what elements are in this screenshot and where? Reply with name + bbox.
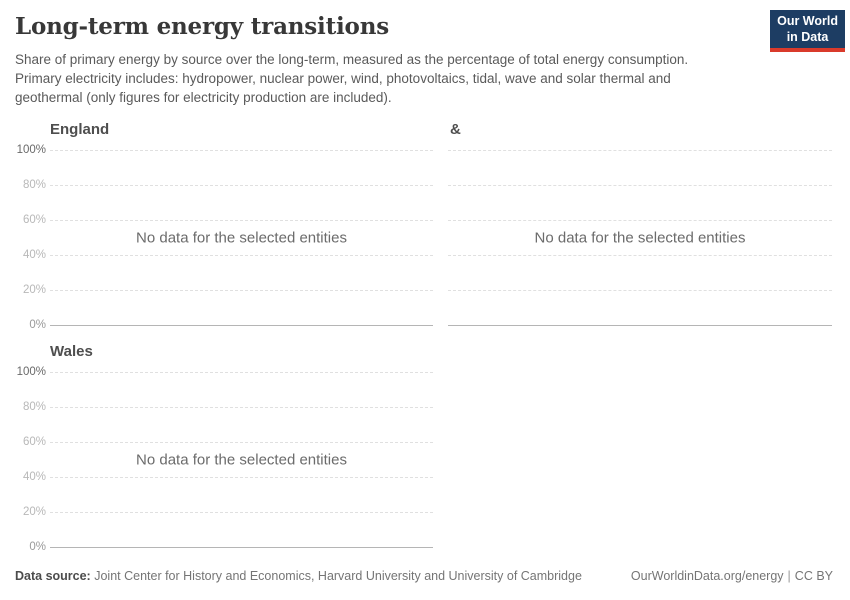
gridline (50, 477, 433, 478)
owid-logo-line2: in Data (786, 29, 829, 44)
no-data-message-wales: No data for the selected entities (136, 451, 347, 468)
y-tick-label: 0% (29, 541, 46, 553)
y-tick-label: 100% (16, 144, 46, 156)
cc-by-link[interactable]: CC BY (794, 569, 833, 583)
x-axis-line (50, 547, 433, 548)
datasource-link[interactable]: Joint Center for History and Economics, … (94, 569, 582, 583)
footer-datasource: Data source: Joint Center for History an… (15, 569, 582, 583)
gridline (50, 220, 433, 221)
y-tick-label: 80% (22, 401, 46, 413)
owid-logo-line1: Our World (777, 14, 838, 28)
y-tick-label: 40% (22, 471, 46, 483)
x-axis-line (50, 325, 433, 326)
x-axis-line (448, 325, 832, 326)
gridline (448, 255, 832, 256)
gridline (50, 150, 433, 151)
y-tick-label: 60% (22, 214, 46, 226)
gridline (50, 407, 433, 408)
gridline (50, 255, 433, 256)
y-tick-label: 20% (22, 506, 46, 518)
gridline (448, 220, 832, 221)
y-axis-england: 100% 80% 60% 40% 20% 0% (0, 144, 46, 331)
gridline (50, 442, 433, 443)
facet-title-ampersand: & (450, 121, 461, 138)
y-tick-label: 100% (16, 366, 46, 378)
no-data-message-ampersand: No data for the selected entities (534, 229, 746, 246)
y-tick-label: 60% (22, 436, 46, 448)
plot-area-ampersand: No data for the selected entities (448, 150, 832, 326)
datasource-label: Data source: (15, 569, 91, 583)
y-tick-label: 40% (22, 249, 46, 261)
y-axis-wales: 100% 80% 60% 40% 20% 0% (0, 366, 46, 553)
y-tick-label: 80% (22, 179, 46, 191)
gridline (448, 290, 832, 291)
y-tick-label: 0% (29, 319, 46, 331)
no-data-message-england: No data for the selected entities (136, 229, 347, 246)
gridline (448, 185, 832, 186)
page-title: Long-term energy transitions (15, 13, 389, 40)
chart-subtitle: Share of primary energy by source over t… (15, 52, 689, 105)
owid-logo[interactable]: Our World in Data (770, 10, 845, 52)
footer-attribution: OurWorldinData.org/energy | CC BY (631, 569, 833, 583)
y-tick-label: 20% (22, 284, 46, 296)
footer-separator: | (787, 569, 791, 583)
gridline (50, 512, 433, 513)
gridline (50, 372, 433, 373)
plot-area-england: No data for the selected entities (50, 150, 433, 326)
facet-title-wales: Wales (50, 343, 93, 360)
owid-url-link[interactable]: OurWorldinData.org/energy (630, 569, 784, 583)
plot-area-wales: No data for the selected entities (50, 372, 433, 548)
facet-title-england: England (50, 121, 110, 138)
gridline (448, 150, 832, 151)
gridline (50, 185, 433, 186)
gridline (50, 290, 433, 291)
